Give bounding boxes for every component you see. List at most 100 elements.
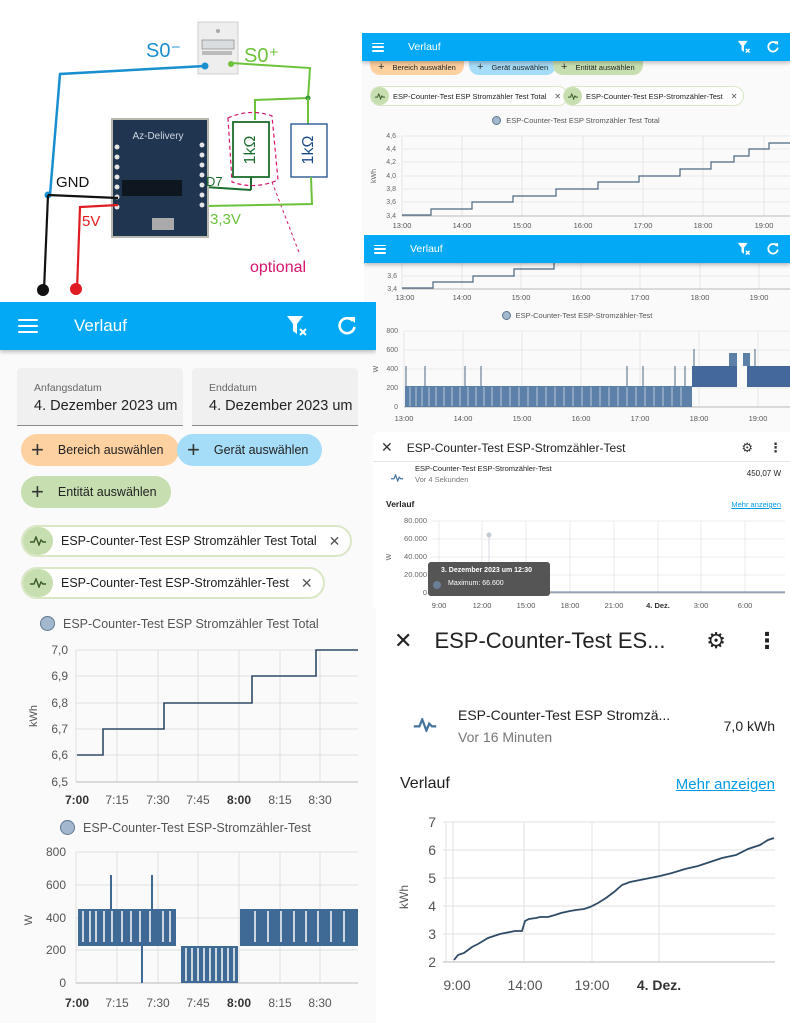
filter-remove-icon[interactable] (736, 241, 752, 257)
entity-chip[interactable]: ESP-Counter-Test ESP Stromzähler Test To… (370, 86, 569, 106)
remove-entity-icon[interactable]: ✕ (554, 91, 562, 101)
svg-text:18:00: 18:00 (694, 221, 713, 230)
s0-minus-label: S0⁻ (146, 40, 181, 62)
remove-entity-icon[interactable]: ✕ (730, 91, 738, 101)
svg-text:20.000: 20.000 (404, 570, 427, 579)
svg-text:4,2: 4,2 (386, 159, 396, 166)
resistor1-label: 1kΩ (242, 136, 259, 165)
entity-chip-label: ESP-Counter-Test ESP Stromzähler Test To… (61, 534, 317, 548)
svg-text:7:45: 7:45 (186, 996, 210, 1010)
chart-legend[interactable]: ESP-Counter-Test ESP Stromzähler Test To… (362, 116, 790, 125)
remove-entity-icon[interactable]: ✕ (328, 532, 341, 549)
refresh-icon[interactable] (766, 242, 780, 256)
entity-chip-label: ESP-Counter-Test ESP-Stromzähler-Test (61, 576, 289, 590)
svg-text:3,8: 3,8 (386, 186, 396, 193)
board-label: Az-Delivery (132, 131, 183, 142)
svg-text:6,7: 6,7 (51, 722, 68, 736)
select-area-button[interactable]: + Bereich auswählen (370, 59, 464, 75)
show-more-link[interactable]: Mehr anzeigen (675, 776, 775, 793)
refresh-icon[interactable] (336, 315, 358, 337)
select-device-button[interactable]: + Gerät auswählen (469, 59, 557, 75)
select-entity-button[interactable]: + Entität auswählen (21, 476, 171, 508)
start-date-value: 4. Dezember 2023 um (34, 398, 178, 414)
svg-text:14:00: 14:00 (507, 977, 542, 993)
svg-text:6,5: 6,5 (51, 775, 68, 789)
select-entity-label: Entität auswählen (57, 485, 157, 499)
select-area-button[interactable]: + Bereich auswählen (21, 434, 180, 466)
svg-text:6,6: 6,6 (51, 748, 68, 762)
svg-text:6:00: 6:00 (738, 601, 753, 609)
refresh-icon[interactable] (766, 40, 780, 54)
svg-text:3: 3 (428, 926, 436, 942)
svg-text:2: 2 (428, 954, 436, 970)
svg-text:17:00: 17:00 (631, 293, 650, 300)
remove-entity-icon[interactable]: ✕ (300, 574, 313, 591)
gnd-label: GND (56, 174, 90, 191)
start-date-field[interactable]: Anfangsdatum 4. Dezember 2023 um (17, 368, 183, 426)
svg-text:200: 200 (386, 385, 398, 392)
s0-plus-label: S0⁺ (244, 45, 279, 67)
legend-label: ESP-Counter-Test ESP Stromzähler Test To… (63, 616, 319, 631)
entity-chip[interactable]: ESP-Counter-Test ESP-Stromzähler-Test ✕ (21, 567, 325, 599)
entity-chip-label: ESP-Counter-Test ESP Stromzähler Test To… (393, 91, 547, 101)
svg-text:17:00: 17:00 (631, 414, 650, 423)
svg-text:8:15: 8:15 (268, 996, 292, 1010)
select-device-button[interactable]: + Gerät auswählen (177, 434, 323, 466)
end-date-label: Enddatum (209, 382, 257, 394)
svg-text:14:00: 14:00 (453, 293, 472, 300)
legend-label: ESP-Counter-Test ESP-Stromzähler-Test (83, 820, 311, 835)
dialog-title: ESP-Counter-Test ESP-Stromzähler-Test (406, 440, 626, 455)
svg-text:3,6: 3,6 (387, 273, 397, 280)
svg-text:7:45: 7:45 (186, 793, 210, 807)
legend-label: ESP-Counter-Test ESP-Stromzähler-Test (515, 311, 653, 320)
history-heading: Verlauf (386, 499, 415, 509)
select-entity-button[interactable]: + Entität auswählen (553, 59, 643, 75)
power-chart-mid-right: 800 600 400 200 0 W 13:00 14:00 15:00 16:00 17:0… (373, 328, 790, 423)
more-vert-icon[interactable]: ⋮ (756, 628, 778, 653)
filter-remove-icon[interactable] (284, 313, 310, 339)
svg-text:16:00: 16:00 (572, 293, 591, 300)
svg-text:0: 0 (59, 976, 66, 990)
select-device-label: Gerät auswählen (491, 62, 549, 72)
entity-chip[interactable]: ESP-Counter-Test ESP Stromzähler Test To… (21, 525, 353, 557)
show-more-link[interactable]: Mehr anzeigen (731, 500, 781, 509)
d7-label: D7 (206, 174, 223, 189)
end-date-field[interactable]: Enddatum 4. Dezember 2023 um (192, 368, 358, 426)
svg-text:80.000: 80.000 (404, 516, 427, 525)
svg-text:15:00: 15:00 (517, 601, 536, 609)
entity-chip[interactable]: ESP-Counter-Test ESP-Stromzähler-Test ✕ (563, 86, 745, 106)
svg-text:21:00: 21:00 (605, 601, 624, 609)
settings-icon[interactable]: ⚙ (741, 439, 753, 455)
entity-name[interactable]: ESP-Counter-Test ESP Stromzä... (458, 707, 671, 723)
chart-legend[interactable]: ESP-Counter-Test ESP-Stromzähler-Test (60, 820, 360, 835)
svg-text:4. Dez.: 4. Dez. (637, 977, 681, 993)
chart-legend[interactable]: ESP-Counter-Test ESP-Stromzähler-Test (364, 311, 790, 320)
tooltip-value: Maximum: 66.600 (448, 580, 504, 587)
svg-text:12:00: 12:00 (473, 601, 492, 609)
svg-text:4,0: 4,0 (386, 173, 396, 180)
tooltip-series-dot (433, 581, 441, 589)
menu-icon[interactable] (374, 244, 386, 254)
wiring-diagram: 1kΩ 1kΩ Az-Delivery S0⁻ S0⁺ GND (0, 0, 362, 302)
svg-text:8:15: 8:15 (268, 793, 292, 807)
filter-remove-icon[interactable] (736, 39, 752, 55)
menu-icon[interactable] (372, 42, 384, 52)
svg-text:600: 600 (46, 878, 66, 892)
entity-name[interactable]: ESP-Counter-Test ESP-Stromzähler-Test (415, 464, 552, 473)
svg-text:8:30: 8:30 (308, 793, 332, 807)
close-icon[interactable]: ✕ (394, 628, 413, 653)
chart-legend[interactable]: ESP-Counter-Test ESP Stromzähler Test To… (40, 616, 340, 631)
more-vert-icon[interactable]: ⋮ (769, 439, 782, 455)
settings-icon[interactable]: ⚙ (706, 628, 726, 653)
svg-text:200: 200 (46, 943, 66, 957)
svg-text:7,0: 7,0 (51, 643, 68, 657)
close-icon[interactable]: ✕ (381, 439, 393, 455)
energy-chart-partial: 3,6 3,4 13:00 14:00 15:00 16:00 17:00 18:00 19:… (387, 262, 790, 300)
svg-text:600: 600 (386, 347, 398, 354)
svg-text:5: 5 (428, 870, 436, 886)
svg-text:4,4: 4,4 (386, 146, 396, 153)
menu-icon[interactable] (18, 319, 38, 333)
resistor-pullup (290, 123, 328, 178)
entity-last-changed: Vor 16 Minuten (458, 729, 553, 745)
svg-text:15:00: 15:00 (513, 221, 532, 230)
